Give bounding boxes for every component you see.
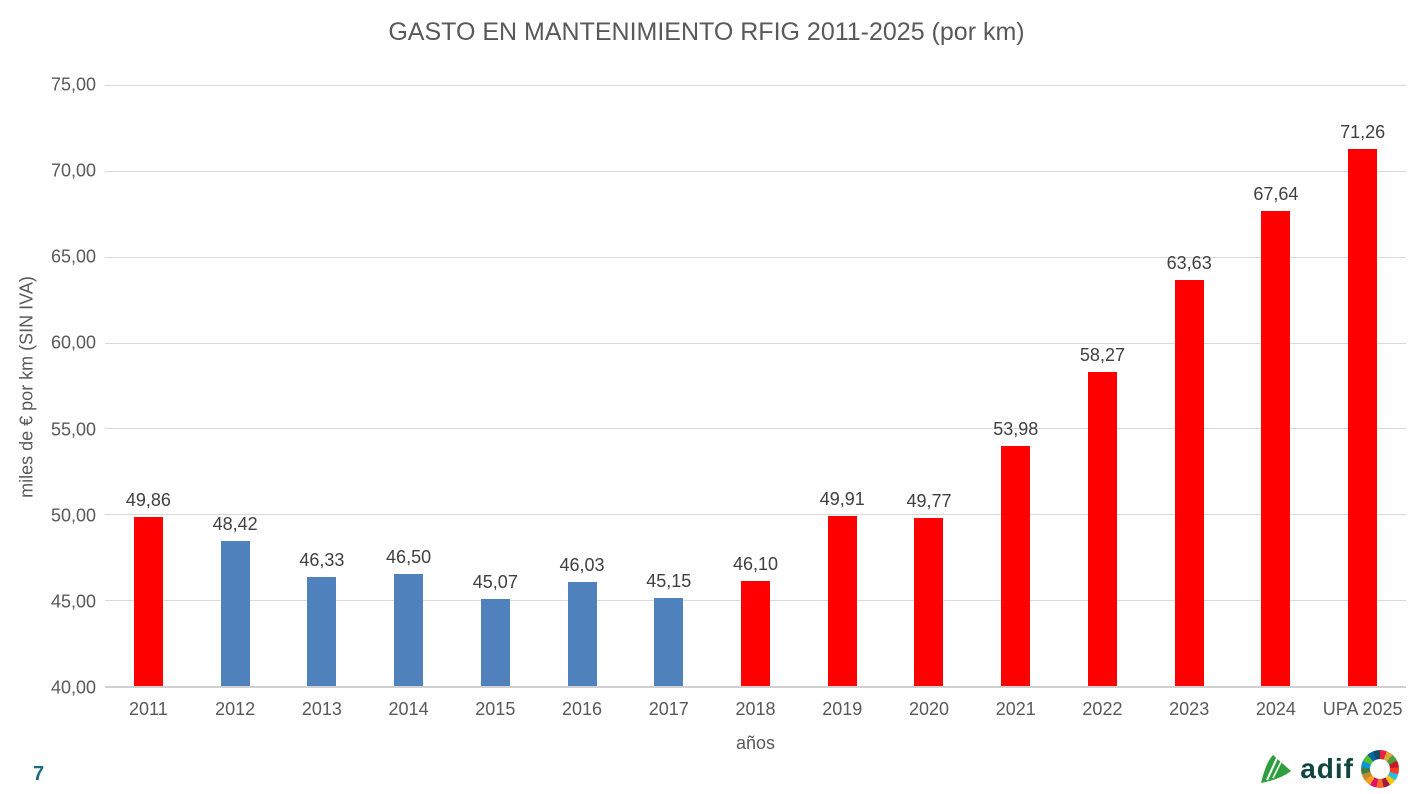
gridline	[105, 428, 1406, 430]
bar-column: 46,50	[365, 85, 452, 686]
bar-2021	[1001, 445, 1031, 686]
bar-column: 67,64	[1233, 85, 1320, 686]
bar-column: 53,98	[972, 85, 1059, 686]
gridline	[105, 170, 1406, 172]
bar-column: 49,86	[105, 85, 192, 686]
x-tick-label: 2018	[735, 699, 776, 719]
bar-value-label: 46,33	[299, 550, 345, 571]
bar-column: 46,10	[712, 85, 799, 686]
adif-logo-text: adif	[1300, 753, 1354, 784]
bar-column: 63,63	[1146, 85, 1233, 686]
bar-2019	[827, 515, 857, 686]
bar-2020	[914, 518, 944, 686]
bar-2016	[567, 582, 597, 686]
bar-value-label: 46,03	[559, 555, 605, 576]
bar-value-label: 53,98	[993, 418, 1039, 439]
page-number: 7	[33, 763, 45, 785]
bar-2015	[480, 598, 510, 686]
bar-2022	[1087, 372, 1117, 686]
bar-column: 46,33	[278, 85, 365, 686]
gridline	[105, 342, 1406, 344]
bar-value-label: 58,27	[1079, 345, 1125, 366]
gridline	[105, 256, 1406, 258]
bar-column: 48,42	[192, 85, 279, 686]
x-tick-label: 2023	[1169, 699, 1210, 719]
y-tick-label: 55,00	[50, 419, 96, 440]
adif-logo: adif	[1257, 750, 1399, 788]
bar-2014	[394, 574, 424, 686]
y-tick-labels: 75,00 70,00 65,00 60,00 55,00 50,00 45,00 40,00	[0, 75, 96, 698]
x-labels: 2011 2012 2013 2014 2015 2016 2017 2018 2019 2020…	[105, 699, 1406, 720]
bar-2024	[1261, 211, 1291, 686]
x-tick-label: 2017	[648, 699, 689, 719]
x-tick-label: 2024	[1255, 699, 1296, 719]
x-tick-label: 2012	[215, 699, 256, 719]
bar-value-label: 45,15	[646, 570, 692, 591]
x-tick-label: 2020	[908, 699, 949, 719]
x-tick-label: 2015	[475, 699, 516, 719]
x-tick-label: 2013	[301, 699, 342, 719]
x-tick-label: 2016	[562, 699, 603, 719]
bar-value-label: 67,64	[1253, 184, 1299, 205]
bar-2018	[741, 581, 770, 686]
sdg-wheel-icon	[1361, 750, 1399, 788]
x-axis-title: años	[735, 733, 776, 753]
bar-value-label: 49,86	[125, 489, 171, 510]
x-tick-label: 2014	[388, 699, 429, 719]
bar-value-label: 63,63	[1166, 253, 1212, 274]
y-tick-label: 40,00	[50, 677, 96, 698]
y-tick-label: 50,00	[50, 505, 96, 526]
x-tick-label: 2011	[129, 699, 168, 719]
bar-value-label: 45,07	[472, 571, 518, 592]
gridline	[105, 514, 1406, 516]
bar-value-label: 49,77	[906, 491, 952, 512]
bars: 49,86 48,42 46,33 46,50 45,07 46,03 45,15 46,10…	[105, 85, 1406, 686]
plot-area: 49,86 48,42 46,33 46,50 45,07 46,03 45,15 46,10…	[105, 85, 1406, 688]
gridline	[105, 85, 1406, 86]
y-tick-label: 45,00	[50, 591, 96, 612]
bar-column: 49,77	[886, 85, 973, 686]
bar-2013	[307, 577, 337, 686]
x-tick-label: 2021	[995, 699, 1036, 719]
x-tick-label: UPA 2025	[1322, 699, 1403, 719]
bar-value-label: 48,42	[212, 514, 258, 535]
x-tick-label: 2019	[822, 699, 863, 719]
chart-title: GASTO EN MANTENIMIENTO RFIG 2011-2025 (p…	[388, 18, 1025, 46]
y-tick-label: 70,00	[50, 160, 96, 181]
y-tick-label: 65,00	[50, 246, 96, 267]
bar-column: 45,15	[625, 85, 712, 686]
bar-column: 58,27	[1059, 85, 1146, 686]
bar-column: 71,26	[1319, 85, 1406, 686]
bar-column: 45,07	[452, 85, 539, 686]
bar-value-label: 46,10	[732, 554, 779, 575]
bar-2017	[654, 597, 684, 686]
adif-arrow-icon	[1261, 755, 1292, 783]
bar-value-label: 49,91	[819, 488, 865, 509]
bar-upa-2025	[1348, 149, 1378, 686]
bar-value-label: 71,26	[1340, 122, 1386, 143]
bar-column: 49,91	[799, 85, 886, 686]
y-tick-label: 60,00	[50, 332, 96, 353]
x-tick-label: 2022	[1082, 699, 1123, 719]
bar-2012	[220, 541, 250, 686]
bar-2023	[1174, 280, 1204, 686]
bar-column: 46,03	[539, 85, 626, 686]
y-tick-label: 75,00	[50, 74, 96, 95]
bar-2011	[133, 516, 163, 686]
bar-value-label: 46,50	[386, 547, 432, 568]
